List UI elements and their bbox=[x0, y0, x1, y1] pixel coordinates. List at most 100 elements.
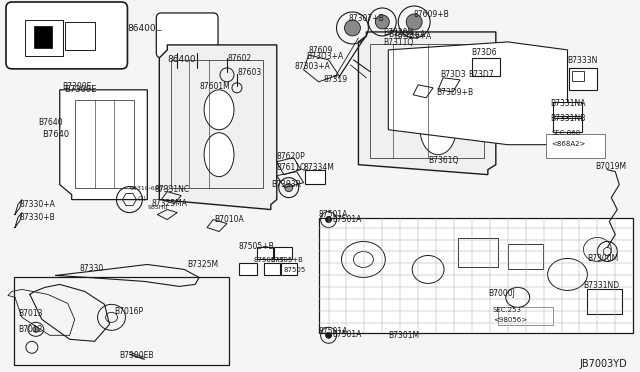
Text: B7640: B7640 bbox=[38, 118, 63, 127]
Text: 87505+B: 87505+B bbox=[271, 257, 304, 263]
Text: 87505+F: 87505+F bbox=[254, 257, 286, 263]
Text: 87603: 87603 bbox=[238, 68, 262, 77]
Text: 87609: 87609 bbox=[308, 46, 333, 55]
Text: B7000J: B7000J bbox=[488, 289, 515, 298]
Bar bbox=[570, 68, 597, 90]
Text: B7640: B7640 bbox=[42, 130, 69, 139]
Text: B7320N: B7320N bbox=[383, 28, 413, 37]
Ellipse shape bbox=[326, 217, 332, 222]
Text: 87501A: 87501A bbox=[333, 215, 362, 224]
Text: 87611Q: 87611Q bbox=[276, 163, 307, 171]
Text: B7301M: B7301M bbox=[388, 331, 419, 340]
Text: B7012: B7012 bbox=[18, 326, 42, 334]
Text: B7010A: B7010A bbox=[214, 215, 244, 224]
Text: B73D7: B73D7 bbox=[468, 70, 493, 79]
Bar bbox=[552, 102, 582, 116]
Polygon shape bbox=[588, 289, 622, 314]
Text: 87307+B: 87307+B bbox=[348, 14, 384, 23]
Text: B7325M: B7325M bbox=[187, 260, 218, 269]
Ellipse shape bbox=[204, 90, 234, 130]
Ellipse shape bbox=[326, 332, 332, 338]
Text: 87319: 87319 bbox=[324, 75, 348, 84]
Bar bbox=[264, 263, 280, 275]
Ellipse shape bbox=[285, 184, 292, 192]
Bar bbox=[305, 170, 324, 184]
Text: B73D3: B73D3 bbox=[440, 70, 466, 79]
Text: 86400: 86400 bbox=[127, 24, 156, 33]
Text: B73D9+A: B73D9+A bbox=[388, 30, 426, 39]
Bar bbox=[25, 20, 63, 56]
Text: B7331NB: B7331NB bbox=[550, 114, 586, 123]
Text: (2): (2) bbox=[138, 196, 146, 201]
Ellipse shape bbox=[33, 326, 39, 332]
Text: JB7003YD: JB7003YD bbox=[579, 359, 627, 369]
Text: 87330: 87330 bbox=[79, 264, 104, 273]
Text: 87330+B: 87330+B bbox=[20, 212, 56, 222]
Polygon shape bbox=[60, 90, 147, 200]
Text: B73D3+A: B73D3+A bbox=[307, 52, 344, 61]
Text: 87501A: 87501A bbox=[333, 330, 362, 339]
Bar bbox=[498, 307, 552, 326]
Text: 87505: 87505 bbox=[284, 267, 306, 273]
Ellipse shape bbox=[420, 55, 456, 105]
Text: 87609+B: 87609+B bbox=[413, 10, 449, 19]
Text: 86400: 86400 bbox=[167, 55, 196, 64]
Text: 87331NC: 87331NC bbox=[154, 185, 189, 193]
Polygon shape bbox=[388, 42, 568, 145]
Bar bbox=[239, 263, 257, 275]
Bar bbox=[458, 237, 498, 267]
Text: B7300EB: B7300EB bbox=[120, 351, 154, 360]
Text: B7300E: B7300E bbox=[64, 85, 96, 94]
Text: B73D9+B: B73D9+B bbox=[436, 88, 473, 97]
Text: B7300E: B7300E bbox=[63, 82, 92, 91]
Bar bbox=[34, 26, 52, 48]
Ellipse shape bbox=[344, 20, 360, 36]
Text: B7333N: B7333N bbox=[568, 56, 598, 65]
Text: B7019M: B7019M bbox=[595, 162, 627, 171]
Polygon shape bbox=[159, 45, 276, 209]
Bar bbox=[472, 58, 500, 76]
Bar bbox=[65, 22, 95, 50]
Text: B7331ND: B7331ND bbox=[584, 282, 620, 291]
Text: 87505+B: 87505+B bbox=[239, 241, 275, 250]
Bar bbox=[14, 278, 229, 365]
Text: 87501A: 87501A bbox=[319, 327, 348, 336]
Text: 09310-60610: 09310-60610 bbox=[129, 186, 171, 190]
Text: SEC.253: SEC.253 bbox=[493, 307, 522, 313]
Bar bbox=[546, 134, 605, 158]
Text: B73D6: B73D6 bbox=[471, 48, 497, 57]
Text: SEC.868: SEC.868 bbox=[552, 130, 581, 136]
Text: 87334M: 87334M bbox=[303, 163, 335, 171]
Text: B7300M: B7300M bbox=[588, 254, 619, 263]
Ellipse shape bbox=[204, 133, 234, 177]
Text: 87330+A: 87330+A bbox=[20, 200, 56, 209]
Text: B7311Q: B7311Q bbox=[383, 38, 413, 47]
Text: B7361Q: B7361Q bbox=[428, 155, 458, 165]
Text: 87303+A: 87303+A bbox=[294, 62, 331, 71]
Text: 87602: 87602 bbox=[228, 54, 252, 63]
Text: 87501A: 87501A bbox=[319, 209, 348, 219]
Ellipse shape bbox=[406, 14, 422, 30]
FancyBboxPatch shape bbox=[156, 13, 218, 58]
Text: B7331NA: B7331NA bbox=[550, 99, 586, 108]
Text: <98056>: <98056> bbox=[493, 317, 527, 323]
Ellipse shape bbox=[420, 105, 456, 155]
Bar bbox=[508, 244, 543, 269]
Text: B7393R: B7393R bbox=[271, 180, 301, 189]
Ellipse shape bbox=[375, 15, 389, 29]
Text: B7016P: B7016P bbox=[115, 307, 143, 316]
Bar bbox=[552, 118, 582, 132]
Bar bbox=[274, 247, 292, 259]
FancyBboxPatch shape bbox=[6, 2, 127, 69]
Text: <868A2>: <868A2> bbox=[552, 141, 586, 147]
Bar bbox=[319, 218, 633, 333]
Bar bbox=[257, 247, 273, 259]
Polygon shape bbox=[358, 32, 496, 174]
Bar bbox=[573, 71, 584, 81]
Text: 87325MA: 87325MA bbox=[151, 199, 188, 208]
Text: B73D9+A: B73D9+A bbox=[394, 32, 431, 41]
Bar bbox=[281, 263, 297, 275]
Text: 985H0: 985H0 bbox=[147, 205, 168, 209]
Text: 87601M: 87601M bbox=[199, 82, 230, 91]
Text: B7013: B7013 bbox=[18, 310, 42, 318]
